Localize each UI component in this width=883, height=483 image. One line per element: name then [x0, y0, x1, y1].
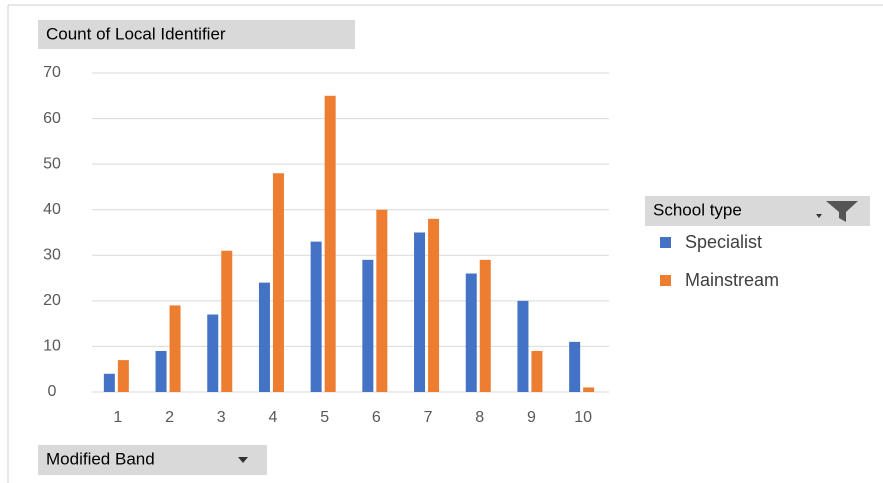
legend-title: School type: [653, 200, 742, 219]
legend-label: Mainstream: [685, 270, 779, 290]
bar: [531, 350, 543, 392]
x-tick-label: 9: [527, 409, 536, 426]
bar: [517, 300, 529, 392]
bar: [583, 387, 595, 392]
x-tick-label: 5: [320, 409, 329, 426]
bar: [258, 282, 270, 392]
bar: [362, 259, 374, 392]
value-field-button[interactable]: [38, 20, 355, 49]
x-tick-label: 8: [475, 409, 484, 426]
bar: [221, 250, 233, 392]
y-tick-label: 70: [43, 64, 61, 81]
y-tick-label: 0: [48, 383, 57, 400]
x-tick-label: 4: [268, 409, 277, 426]
chart-title: Count of Local Identifier: [46, 24, 226, 43]
legend-swatch: [660, 275, 671, 286]
bar: [414, 232, 426, 392]
x-tick-label: 2: [165, 409, 174, 426]
bar: [155, 350, 167, 392]
bar: [479, 259, 491, 392]
bar: [324, 95, 336, 393]
bar: [376, 209, 388, 392]
x-axis-label: Modified Band: [46, 449, 155, 468]
y-tick-label: 20: [43, 292, 61, 309]
x-tick-label: 6: [372, 409, 381, 426]
bar: [569, 341, 581, 392]
dropdown-arrow: [238, 457, 248, 463]
dropdown-arrow: [816, 214, 822, 218]
y-tick-label: 60: [43, 110, 61, 127]
bar: [428, 218, 440, 392]
axis-field-button[interactable]: [38, 445, 267, 475]
bar: [465, 273, 477, 392]
bar: [272, 173, 284, 392]
legend-swatch: [660, 237, 671, 248]
bar: [207, 314, 219, 392]
bar: [103, 373, 115, 392]
x-tick-label: 1: [113, 409, 122, 426]
y-tick-label: 30: [43, 247, 61, 264]
x-tick-label: 7: [424, 409, 433, 426]
y-tick-label: 40: [43, 201, 61, 218]
bar: [169, 305, 181, 392]
x-tick-label: 10: [574, 409, 592, 426]
bar: [117, 360, 129, 392]
bar: [310, 241, 322, 392]
y-tick-label: 10: [43, 338, 61, 355]
x-tick-label: 3: [217, 409, 226, 426]
y-tick-label: 50: [43, 155, 61, 172]
filter-icon: [826, 201, 858, 222]
legend-label: Specialist: [685, 232, 762, 252]
